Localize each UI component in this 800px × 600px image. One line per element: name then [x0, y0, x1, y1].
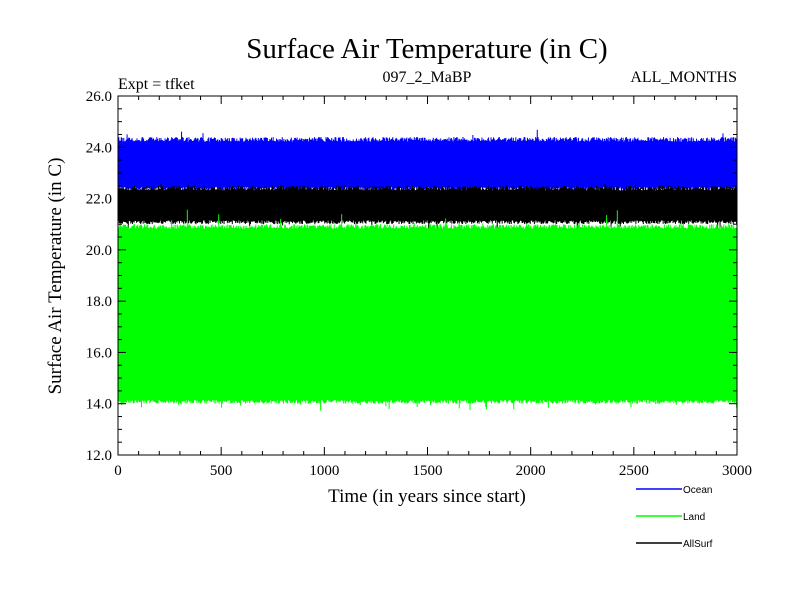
x-tick-label: 0: [114, 463, 122, 479]
x-tick-label: 500: [210, 463, 233, 479]
y-tick-label: 14.0: [86, 397, 112, 413]
y-tick-label: 20.0: [86, 243, 112, 259]
legend-label-allsurf: AllSurf: [683, 539, 713, 550]
y-tick-label: 12.0: [86, 448, 112, 464]
x-tick-label: 3000: [722, 463, 752, 479]
legend: Ocean Land AllSurf: [636, 485, 713, 550]
y-tick-label: 18.0: [86, 294, 112, 310]
x-axis-label: Time (in years since start): [328, 486, 526, 507]
subtitle-experiment: Expt = tfket: [118, 76, 195, 93]
series-allsurf-line: [117, 183, 738, 232]
y-tick-label: 16.0: [86, 345, 112, 361]
subtitle-months: ALL_MONTHS: [630, 69, 737, 86]
y-axis-label: Surface Air Temperature (in C): [45, 158, 66, 395]
subtitle-period: 097_2_MaBP: [383, 69, 472, 86]
y-tick-label: 26.0: [86, 89, 112, 105]
chart-title: Surface Air Temperature (in C): [246, 33, 607, 65]
x-tick-label: 1000: [309, 463, 339, 479]
y-tick-label: 24.0: [86, 140, 112, 156]
series-ocean-line: [117, 129, 738, 198]
y-tick-label: 22.0: [86, 192, 112, 208]
plot-area: [117, 129, 738, 411]
x-tick-label: 1500: [413, 463, 443, 479]
x-tick-label: 2500: [619, 463, 649, 479]
legend-label-ocean: Ocean: [683, 485, 712, 496]
axes: 0 500 1000 1500 2000 2500 3000 12.0 14.0 16.0 18.0…: [86, 89, 752, 479]
series-land-line: [117, 209, 738, 411]
x-tick-label: 2000: [516, 463, 546, 479]
legend-label-land: Land: [683, 512, 705, 523]
